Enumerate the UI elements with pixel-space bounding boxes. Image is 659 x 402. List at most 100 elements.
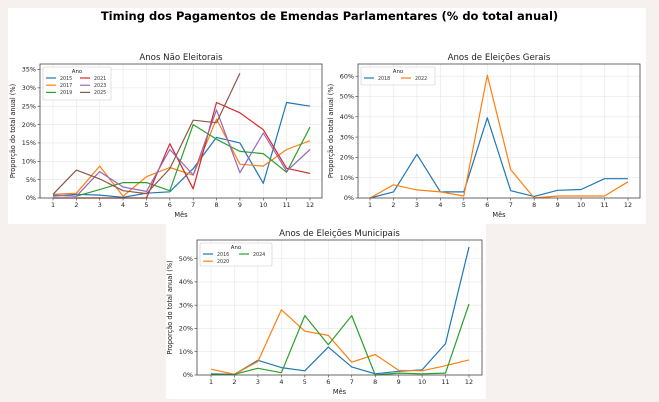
x-tick-label: 8 (215, 201, 219, 209)
x-tick-label: 6 (168, 201, 172, 209)
x-tick-label: 2 (232, 378, 236, 386)
series-line-2016 (210, 246, 470, 375)
legend-box (360, 66, 436, 86)
x-tick-label: 12 (306, 201, 314, 209)
series-line-2020 (210, 309, 470, 375)
x-tick-label: 7 (191, 201, 195, 209)
y-tick-label: 0% (183, 371, 193, 379)
y-tick-label: 20% (179, 325, 193, 333)
legend-label-2016: 2016 (217, 252, 229, 258)
legend-label-2019: 2019 (60, 90, 72, 96)
y-tick-label: 50% (340, 93, 354, 101)
x-tick-label: 12 (465, 378, 473, 386)
y-tick-label: 40% (179, 278, 193, 286)
legend-title: Ano (393, 69, 403, 75)
x-tick-label: 1 (209, 378, 213, 386)
x-tick-label: 4 (438, 201, 442, 209)
x-tick-label: 10 (577, 201, 585, 209)
y-tick-label: 5% (26, 176, 36, 184)
x-tick-label: 12 (624, 201, 632, 209)
series-line-2022 (369, 74, 629, 199)
plot-area: 1 2 3 4 5 6 7 8 9 10 11 120%5%10%15%20%25%30%35%Ano… (9, 53, 323, 219)
axes-background (358, 64, 640, 198)
x-tick-label: 4 (121, 201, 125, 209)
x-tick-label: 5 (462, 201, 466, 209)
series-line-2017 (52, 118, 311, 197)
y-tick-label: 40% (340, 113, 354, 121)
figure-suptitle: Timing dos Pagamentos de Emendas Parlame… (100, 9, 559, 23)
axes-frame (196, 239, 483, 376)
legend-label-2018: 2018 (378, 76, 390, 82)
x-tick-label: 3 (98, 201, 102, 209)
chart-title: Anos de Eleições Municipais (279, 229, 400, 239)
series-line-2015 (52, 101, 311, 198)
x-tick-label: 3 (415, 201, 419, 209)
y-tick-label: 30% (22, 84, 36, 92)
chart-title: Anos Não Eleitorais (139, 53, 223, 63)
axes-frame (357, 63, 641, 199)
legend-label-2023: 2023 (94, 83, 106, 89)
legend-label-2025: 2025 (94, 90, 106, 96)
y-tick-label: 10% (179, 348, 193, 356)
series-line-2024 (210, 303, 470, 376)
x-tick-label: 7 (509, 201, 513, 209)
x-tick-label: 3 (256, 378, 260, 386)
x-tick-label: 7 (350, 378, 354, 386)
y-tick-label: 25% (22, 102, 36, 110)
y-tick-label: 0% (26, 194, 36, 202)
x-tick-label: 2 (391, 201, 395, 209)
x-tick-label: 1 (368, 201, 372, 209)
chart-title: Anos de Eleições Gerais (448, 53, 551, 63)
series-line-2019 (52, 123, 311, 197)
x-tick-label: 11 (283, 201, 291, 209)
series-line-2025 (52, 72, 241, 195)
y-tick-label: 10% (22, 157, 36, 165)
x-tick-label: 9 (238, 201, 242, 209)
x-tick-label: 10 (259, 201, 267, 209)
y-axis-label: Proporção do total anual (%) (9, 84, 17, 178)
legend-label-2021: 2021 (94, 76, 106, 82)
legend-title: Ano (72, 69, 82, 75)
y-tick-label: 0% (344, 194, 354, 202)
x-tick-label: 8 (532, 201, 536, 209)
axes-frame (39, 63, 323, 199)
x-tick-label: 9 (397, 378, 401, 386)
y-tick-label: 50% (179, 255, 193, 263)
legend-label-2020: 2020 (217, 259, 229, 265)
series-line-2018 (369, 117, 628, 199)
x-axis-label: Mês (174, 211, 188, 219)
x-tick-label: 10 (418, 378, 426, 386)
legend-label-2022: 2022 (415, 76, 427, 82)
x-axis-label: Mês (492, 211, 506, 219)
plot-area: 1 2 3 4 5 6 7 8 9 10 11 120%10%20%30%40%50%60%Anos … (327, 53, 641, 219)
x-tick-label: 5 (144, 201, 148, 209)
legend-label-2017: 2017 (60, 83, 72, 89)
y-tick-label: 30% (340, 133, 354, 141)
x-tick-label: 2 (74, 201, 78, 209)
y-tick-label: 20% (22, 121, 36, 129)
legend-label-2015: 2015 (60, 76, 72, 82)
chart-nao-eleitorais: 1 2 3 4 5 6 7 8 9 10 11 120%5%10%15%20%25%30%35%Ano… (9, 53, 323, 219)
legend-label-2024: 2024 (253, 252, 265, 258)
y-tick-label: 20% (340, 154, 354, 162)
x-tick-label: 5 (303, 378, 307, 386)
series-line-2023 (52, 109, 311, 197)
x-tick-label: 1 (51, 201, 55, 209)
legend-box (199, 242, 273, 267)
x-tick-label: 11 (600, 201, 608, 209)
x-tick-label: 4 (279, 378, 283, 386)
x-tick-label: 6 (326, 378, 330, 386)
y-axis-label: Proporção do total anual (%) (166, 260, 174, 354)
legend-title: Ano (231, 245, 241, 251)
legend-box (42, 66, 112, 101)
y-tick-label: 10% (340, 174, 354, 182)
y-tick-label: 60% (340, 72, 354, 80)
x-tick-label: 11 (441, 378, 449, 386)
y-axis-label: Proporção do total anual (%) (327, 84, 335, 178)
chart-eleicoes-gerais: 1 2 3 4 5 6 7 8 9 10 11 120%10%20%30%40%50%60%Anos … (327, 53, 641, 219)
y-tick-label: 15% (22, 139, 36, 147)
x-tick-label: 6 (485, 201, 489, 209)
